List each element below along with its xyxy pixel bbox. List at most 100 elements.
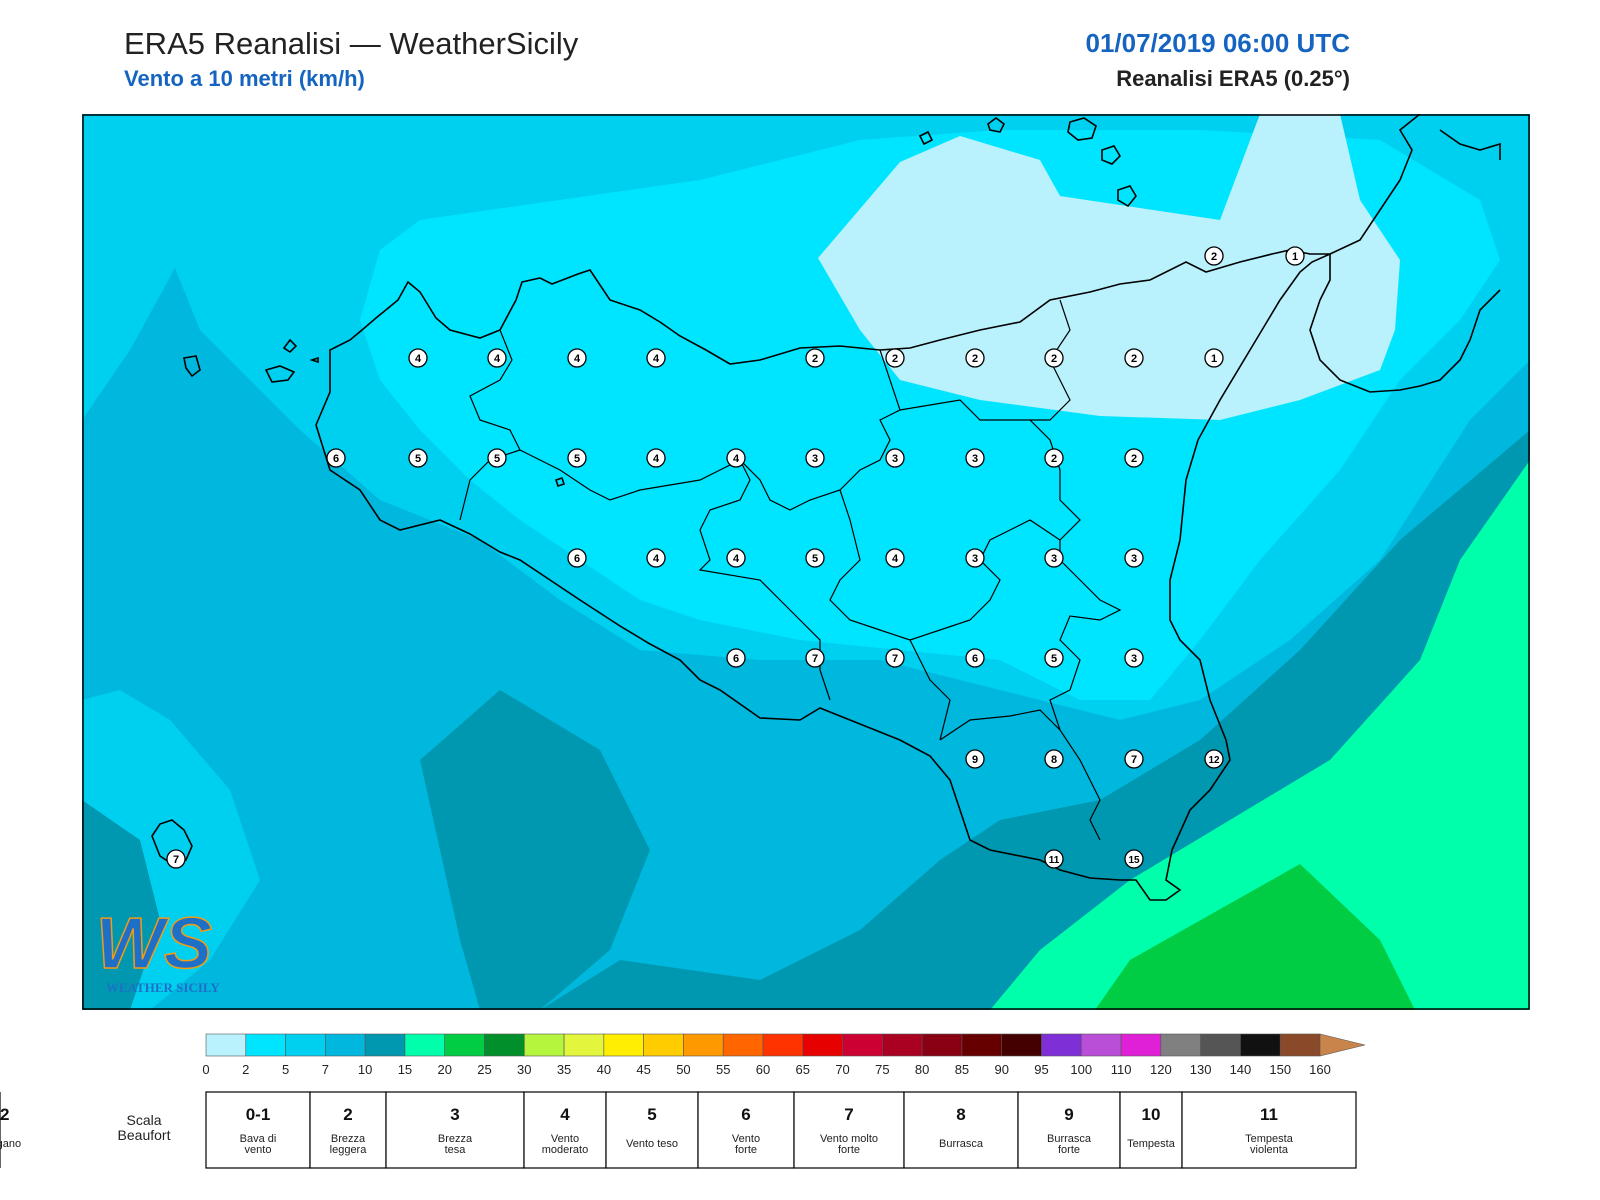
wind-point-value: 2: [892, 353, 898, 365]
coastline: [151, 114, 1501, 901]
colorbar: [205, 1033, 1366, 1057]
wind-point: 4: [408, 348, 428, 368]
beaufort-scale: Scala Beaufort 0-1 Bava di vento 2 Brezza legge…: [0, 1091, 1357, 1169]
wind-point: 2: [1044, 348, 1064, 368]
wind-point-marker: [567, 448, 587, 468]
wind-point: 2: [1204, 246, 1224, 266]
wind-point-marker: [1204, 246, 1224, 266]
wind-point-value: 1: [1211, 353, 1217, 365]
beaufort-cell: 8 Burrasca: [903, 1091, 1019, 1169]
wind-point-value: 3: [1131, 553, 1137, 565]
wind-point: 9: [965, 749, 985, 769]
wind-point: 3: [965, 548, 985, 568]
wind-point: 4: [726, 448, 746, 468]
wind-point-value: 2: [1131, 353, 1137, 365]
colorbar-segment: [1041, 1033, 1082, 1057]
wind-point-value: 7: [1131, 754, 1137, 766]
beaufort-cell: 0-1 Bava di vento: [205, 1091, 311, 1169]
pantelleria-island: [151, 819, 193, 865]
wind-point-marker: [805, 648, 825, 668]
beaufort-cell-box: [309, 1091, 387, 1169]
colorbar-tick-label: 15: [398, 1062, 412, 1077]
beaufort-cell-box: [605, 1091, 699, 1169]
beaufort-description: Brezza tesa: [438, 1133, 473, 1156]
beaufort-cell-box: [385, 1091, 525, 1169]
colorbar-tick-label: 10: [358, 1062, 372, 1077]
wind-point: 5: [487, 448, 507, 468]
wind-point: 4: [487, 348, 507, 368]
beaufort-label: Scala Beaufort: [118, 1112, 171, 1143]
beaufort-cell-box: [903, 1091, 1019, 1169]
colorbar-segment: [1200, 1033, 1241, 1057]
wind-point-value: 6: [574, 553, 580, 565]
colorbar-segment: [683, 1033, 724, 1057]
wind-point-value: 3: [1131, 653, 1137, 665]
wind-point: 15: [1124, 849, 1144, 869]
wind-point-marker: [965, 548, 985, 568]
wind-point-marker: [805, 548, 825, 568]
wind-point-value: 11: [1049, 855, 1060, 866]
wind-point-marker: [487, 448, 507, 468]
beaufort-number: 5: [647, 1105, 656, 1124]
colorbar-segment: [643, 1033, 684, 1057]
wind-point-value: 4: [415, 353, 422, 365]
province-borders: [459, 299, 1122, 841]
beaufort-number: 8: [956, 1105, 965, 1124]
wind-point: 3: [965, 448, 985, 468]
wind-point-value: 4: [653, 353, 660, 365]
colorbar-tick-label: 130: [1190, 1062, 1212, 1077]
wind-point-marker: [646, 548, 666, 568]
colorbar-segment: [842, 1033, 883, 1057]
colorbar-segment: [722, 1033, 764, 1057]
wind-point-value: 3: [972, 453, 978, 465]
wind-point-value: 4: [892, 553, 899, 565]
beaufort-cell: 9 Burrasca forte: [1017, 1091, 1121, 1169]
wind-point-value: 4: [653, 453, 660, 465]
colorbar-tick-label: 65: [796, 1062, 810, 1077]
wind-point-value: 4: [733, 553, 740, 565]
wind-point-marker: [166, 849, 186, 869]
colorbar-segment: [762, 1033, 804, 1057]
colorbar-tick-label: 0: [202, 1062, 209, 1077]
colorbar-tick-label: 30: [517, 1062, 531, 1077]
colorbar-ticks: 0 2 5 7 10 15 20 25 30 35 40 45 50 55 60 65 70 75 80 85 90 95…: [202, 1062, 1330, 1077]
wind-point-value: 5: [494, 453, 500, 465]
wind-point-marker: [1044, 448, 1064, 468]
beaufort-number: 4: [560, 1105, 570, 1124]
colorbar-segment: [245, 1033, 286, 1057]
beaufort-description: Brezza leggera: [330, 1133, 368, 1156]
wind-point-value: 5: [812, 553, 818, 565]
beaufort-description: Vento moderato: [542, 1133, 588, 1156]
colorbar-segment: [1240, 1033, 1281, 1057]
wind-point: 7: [805, 648, 825, 668]
beaufort-number: 3: [450, 1105, 459, 1124]
colorbar-arrow: [1319, 1033, 1366, 1057]
wind-point: 5: [1044, 648, 1064, 668]
wind-point: 2: [1124, 448, 1144, 468]
field-15-20: [990, 460, 1530, 1010]
field-10-15-south: [420, 690, 650, 1010]
wind-point-value: 3: [1051, 553, 1057, 565]
wind-speed-field: [82, 114, 1530, 1010]
wind-point: 4: [567, 348, 587, 368]
beaufort-number: 6: [741, 1105, 750, 1124]
wind-point-value: 4: [574, 353, 581, 365]
colorbar-tick-label: 160: [1309, 1062, 1331, 1077]
wind-point-value: 5: [1051, 653, 1057, 665]
wind-point-value: 12: [1208, 755, 1220, 766]
wind-point-marker: [567, 548, 587, 568]
colorbar-segment: [364, 1033, 406, 1057]
wind-point: 1: [1285, 246, 1305, 266]
wind-point-marker: [1124, 448, 1144, 468]
colorbar-segment: [325, 1033, 366, 1057]
colorbar-tick-label: 35: [557, 1062, 571, 1077]
beaufort-cell: 4 Vento moderato: [523, 1091, 607, 1169]
wind-point: 5: [567, 448, 587, 468]
field-20-25: [1095, 864, 1415, 1010]
wind-point: 3: [1124, 548, 1144, 568]
wind-point-value: 1: [1292, 251, 1298, 263]
legend: 0 2 5 7 10 15 20 25 30 35 40 45 50 55 60 65 70 75 80 85 90 95…: [0, 1033, 1366, 1169]
wind-point-marker: [1124, 348, 1144, 368]
wind-point-marker: [326, 448, 346, 468]
colorbar-segment: [1279, 1033, 1321, 1057]
